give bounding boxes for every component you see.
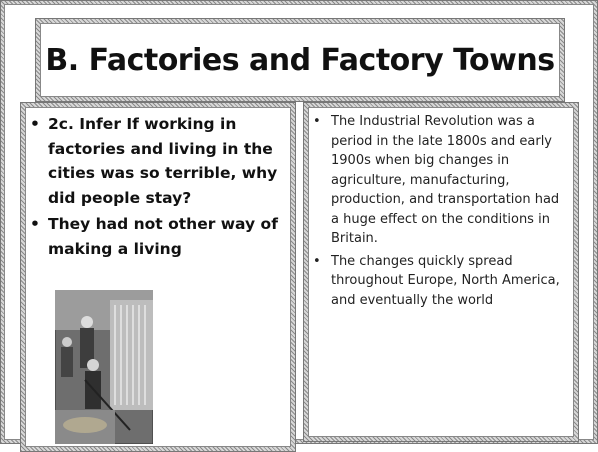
right-box: The Industrial Revolution was a period i… [303, 102, 579, 442]
left-bullet: 2c. Infer If working in factories and li… [48, 112, 290, 210]
right-bullet: The changes quickly spread throughout Eu… [331, 252, 569, 311]
title-box: B. Factories and Factory Towns [35, 18, 565, 102]
factory-photo [55, 290, 153, 444]
left-bullet: They had not other way of making a livin… [48, 212, 290, 261]
title-inner: B. Factories and Factory Towns [40, 23, 560, 97]
slide-page: B. Factories and Factory Towns 2c. Infer… [0, 0, 598, 444]
right-bullet: The Industrial Revolution was a period i… [331, 112, 569, 249]
right-list: The Industrial Revolution was a period i… [309, 108, 573, 310]
slide-title: B. Factories and Factory Towns [45, 43, 554, 78]
right-inner: The Industrial Revolution was a period i… [308, 107, 574, 437]
left-list: 2c. Infer If working in factories and li… [26, 108, 290, 261]
